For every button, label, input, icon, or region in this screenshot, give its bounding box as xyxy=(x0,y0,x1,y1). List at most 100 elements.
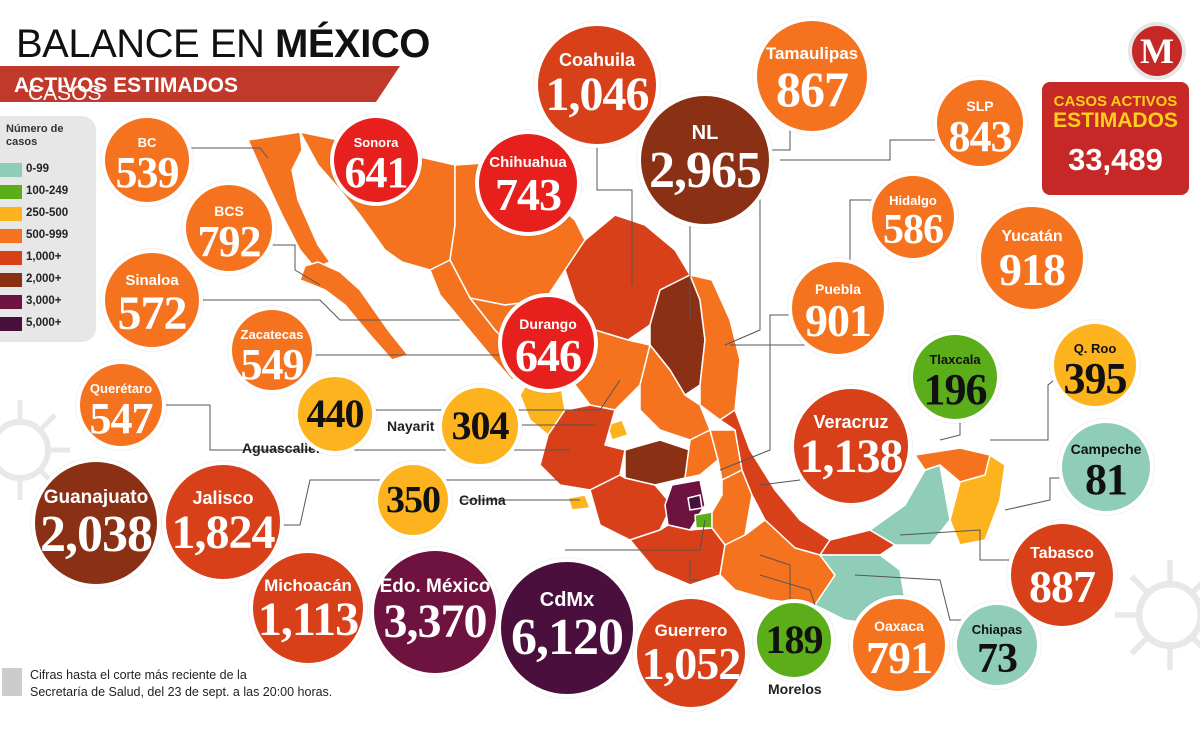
total-box: CASOS ACTIVOS ESTIMADOS 33,489 xyxy=(1042,82,1189,195)
map-state-queretaro xyxy=(684,429,719,479)
legend-label: 3,000+ xyxy=(26,295,62,307)
state-bubble-queretaro: Querétaro 547 xyxy=(76,360,166,450)
state-name: Veracruz xyxy=(813,412,889,432)
state-value: 196 xyxy=(923,365,988,414)
state-name: Coahuila xyxy=(558,50,635,70)
state-name: Puebla xyxy=(815,281,861,297)
state-bubble-yucatan: Yucatán 918 xyxy=(977,203,1087,313)
state-bubble-cdmx: CdMx 6,120 xyxy=(497,558,637,698)
state-value: 646 xyxy=(515,330,582,381)
virus-decoration-icon xyxy=(1115,560,1200,670)
state-name: CdMx xyxy=(539,589,595,611)
state-name: Jalisco xyxy=(192,488,254,508)
state-bubble-nl: NL 2,965 xyxy=(637,92,773,228)
state-name: Durango xyxy=(519,316,577,332)
state-value: 843 xyxy=(948,112,1013,161)
state-bubble-oaxaca: Oaxaca 791 xyxy=(849,595,949,695)
state-bubble-tamaulipas: Tamaulipas 867 xyxy=(753,17,871,135)
state-bubble-morelos: 189 xyxy=(753,599,835,681)
total-value: 33,489 xyxy=(1068,142,1163,177)
state-value: 1,052 xyxy=(641,638,742,689)
state-name: Tamaulipas xyxy=(765,44,859,63)
map-state-qroo xyxy=(949,454,1006,546)
state-value: 395 xyxy=(1063,354,1128,403)
state-bubble-bc: BC 539 xyxy=(101,114,193,206)
state-bubble-puebla: Puebla 901 xyxy=(788,258,888,358)
state-name: Edo. México xyxy=(379,576,491,597)
legend-title: Número de casos xyxy=(6,123,64,148)
legend-swatch xyxy=(0,251,22,265)
milenio-logo-icon: M xyxy=(1128,22,1186,80)
state-value: 586 xyxy=(883,207,944,253)
state-bubble-aguascalientes: 440 xyxy=(294,373,376,455)
state-bubble-sonora: Sonora 641 xyxy=(330,114,422,206)
map-state-aguascalientes xyxy=(606,419,629,441)
state-bubble-campeche: Campeche 81 xyxy=(1058,419,1154,515)
state-value: 1,046 xyxy=(545,68,650,121)
legend: Número de casos 0-99 100-249 250-500 500-99… xyxy=(0,116,96,342)
legend-item: 100-249 xyxy=(0,184,96,200)
map-state-cdmx xyxy=(687,494,703,511)
legend-swatch xyxy=(0,229,22,243)
state-value: 2,965 xyxy=(649,142,762,199)
legend-item: 0-99 xyxy=(0,162,96,178)
legend-item: 250-500 xyxy=(0,206,96,222)
state-bubble-hidalgo: Hidalgo 586 xyxy=(868,172,958,262)
state-value: 792 xyxy=(197,217,262,266)
state-bubble-chiapas: Chiapas 73 xyxy=(953,601,1041,689)
legend-swatch xyxy=(0,273,22,287)
footer-marker xyxy=(2,668,22,696)
state-value: 887 xyxy=(1029,561,1096,612)
state-value: 3,370 xyxy=(383,595,488,648)
state-name: Morelos xyxy=(768,681,822,697)
legend-swatch xyxy=(0,207,22,221)
state-value: 549 xyxy=(240,340,305,389)
state-bubble-zacatecas: Zacatecas 549 xyxy=(228,306,316,394)
state-name: Q. Roo xyxy=(1073,341,1117,356)
legend-item: 3,000+ xyxy=(0,294,96,310)
state-name: Campeche xyxy=(1070,441,1142,457)
state-bubble-nayarit: 304 xyxy=(438,384,522,468)
footer-line2: Secretaría de Salud, del 23 de sept. a l… xyxy=(30,685,333,699)
state-name: BC xyxy=(137,135,157,150)
footer-line1: Cifras hasta el corte más reciente de la xyxy=(30,668,247,682)
subtitle-banner: CASOS ACTIVOS ESTIMADOS xyxy=(0,66,400,102)
state-bubble-chihuahua: Chihuahua 743 xyxy=(475,130,581,236)
legend-label: 500-999 xyxy=(26,229,69,241)
state-value: 743 xyxy=(495,169,562,220)
state-name: Chihuahua xyxy=(489,154,567,171)
state-value: 2,038 xyxy=(40,506,153,563)
state-name: Chiapas xyxy=(971,622,1023,637)
state-bubble-guanajuato: Guanajuato 2,038 xyxy=(31,458,161,588)
state-value: 189 xyxy=(765,617,824,662)
state-name: Guanajuato xyxy=(43,487,149,508)
state-value: 1,138 xyxy=(799,430,904,483)
state-bubble-sinaloa: Sinaloa 572 xyxy=(101,249,203,351)
state-bubble-guerrero: Guerrero 1,052 xyxy=(633,595,749,711)
legend-label: 250-500 xyxy=(26,207,69,219)
legend-item: 2,000+ xyxy=(0,272,96,288)
state-value: 547 xyxy=(89,394,154,443)
state-value: 81 xyxy=(1085,455,1128,504)
state-name: Oaxaca xyxy=(874,618,924,634)
total-label-line2: ESTIMADOS xyxy=(1053,109,1178,132)
legend-swatch xyxy=(0,163,22,177)
state-bubble-michoacan: Michoacán 1,113 xyxy=(249,549,367,667)
legend-label: 0-99 xyxy=(26,163,50,175)
state-value: 901 xyxy=(805,295,872,346)
state-value: 641 xyxy=(344,148,409,197)
state-name: Michoacán xyxy=(264,576,352,595)
map-state-colima xyxy=(567,494,591,511)
state-bubble-bcs: BCS 792 xyxy=(182,181,276,275)
state-bubble-slp: SLP 843 xyxy=(933,76,1027,170)
state-name: SLP xyxy=(966,98,994,114)
state-value: 791 xyxy=(866,632,933,683)
state-bubble-tabasco: Tabasco 887 xyxy=(1007,520,1117,630)
map-state-bc xyxy=(247,131,331,269)
state-name: Sonora xyxy=(353,135,399,150)
state-name: Yucatán xyxy=(1001,228,1063,245)
state-name: Querétaro xyxy=(89,381,153,396)
state-bubble-durango: Durango 646 xyxy=(498,293,598,393)
state-value: 539 xyxy=(115,148,180,197)
